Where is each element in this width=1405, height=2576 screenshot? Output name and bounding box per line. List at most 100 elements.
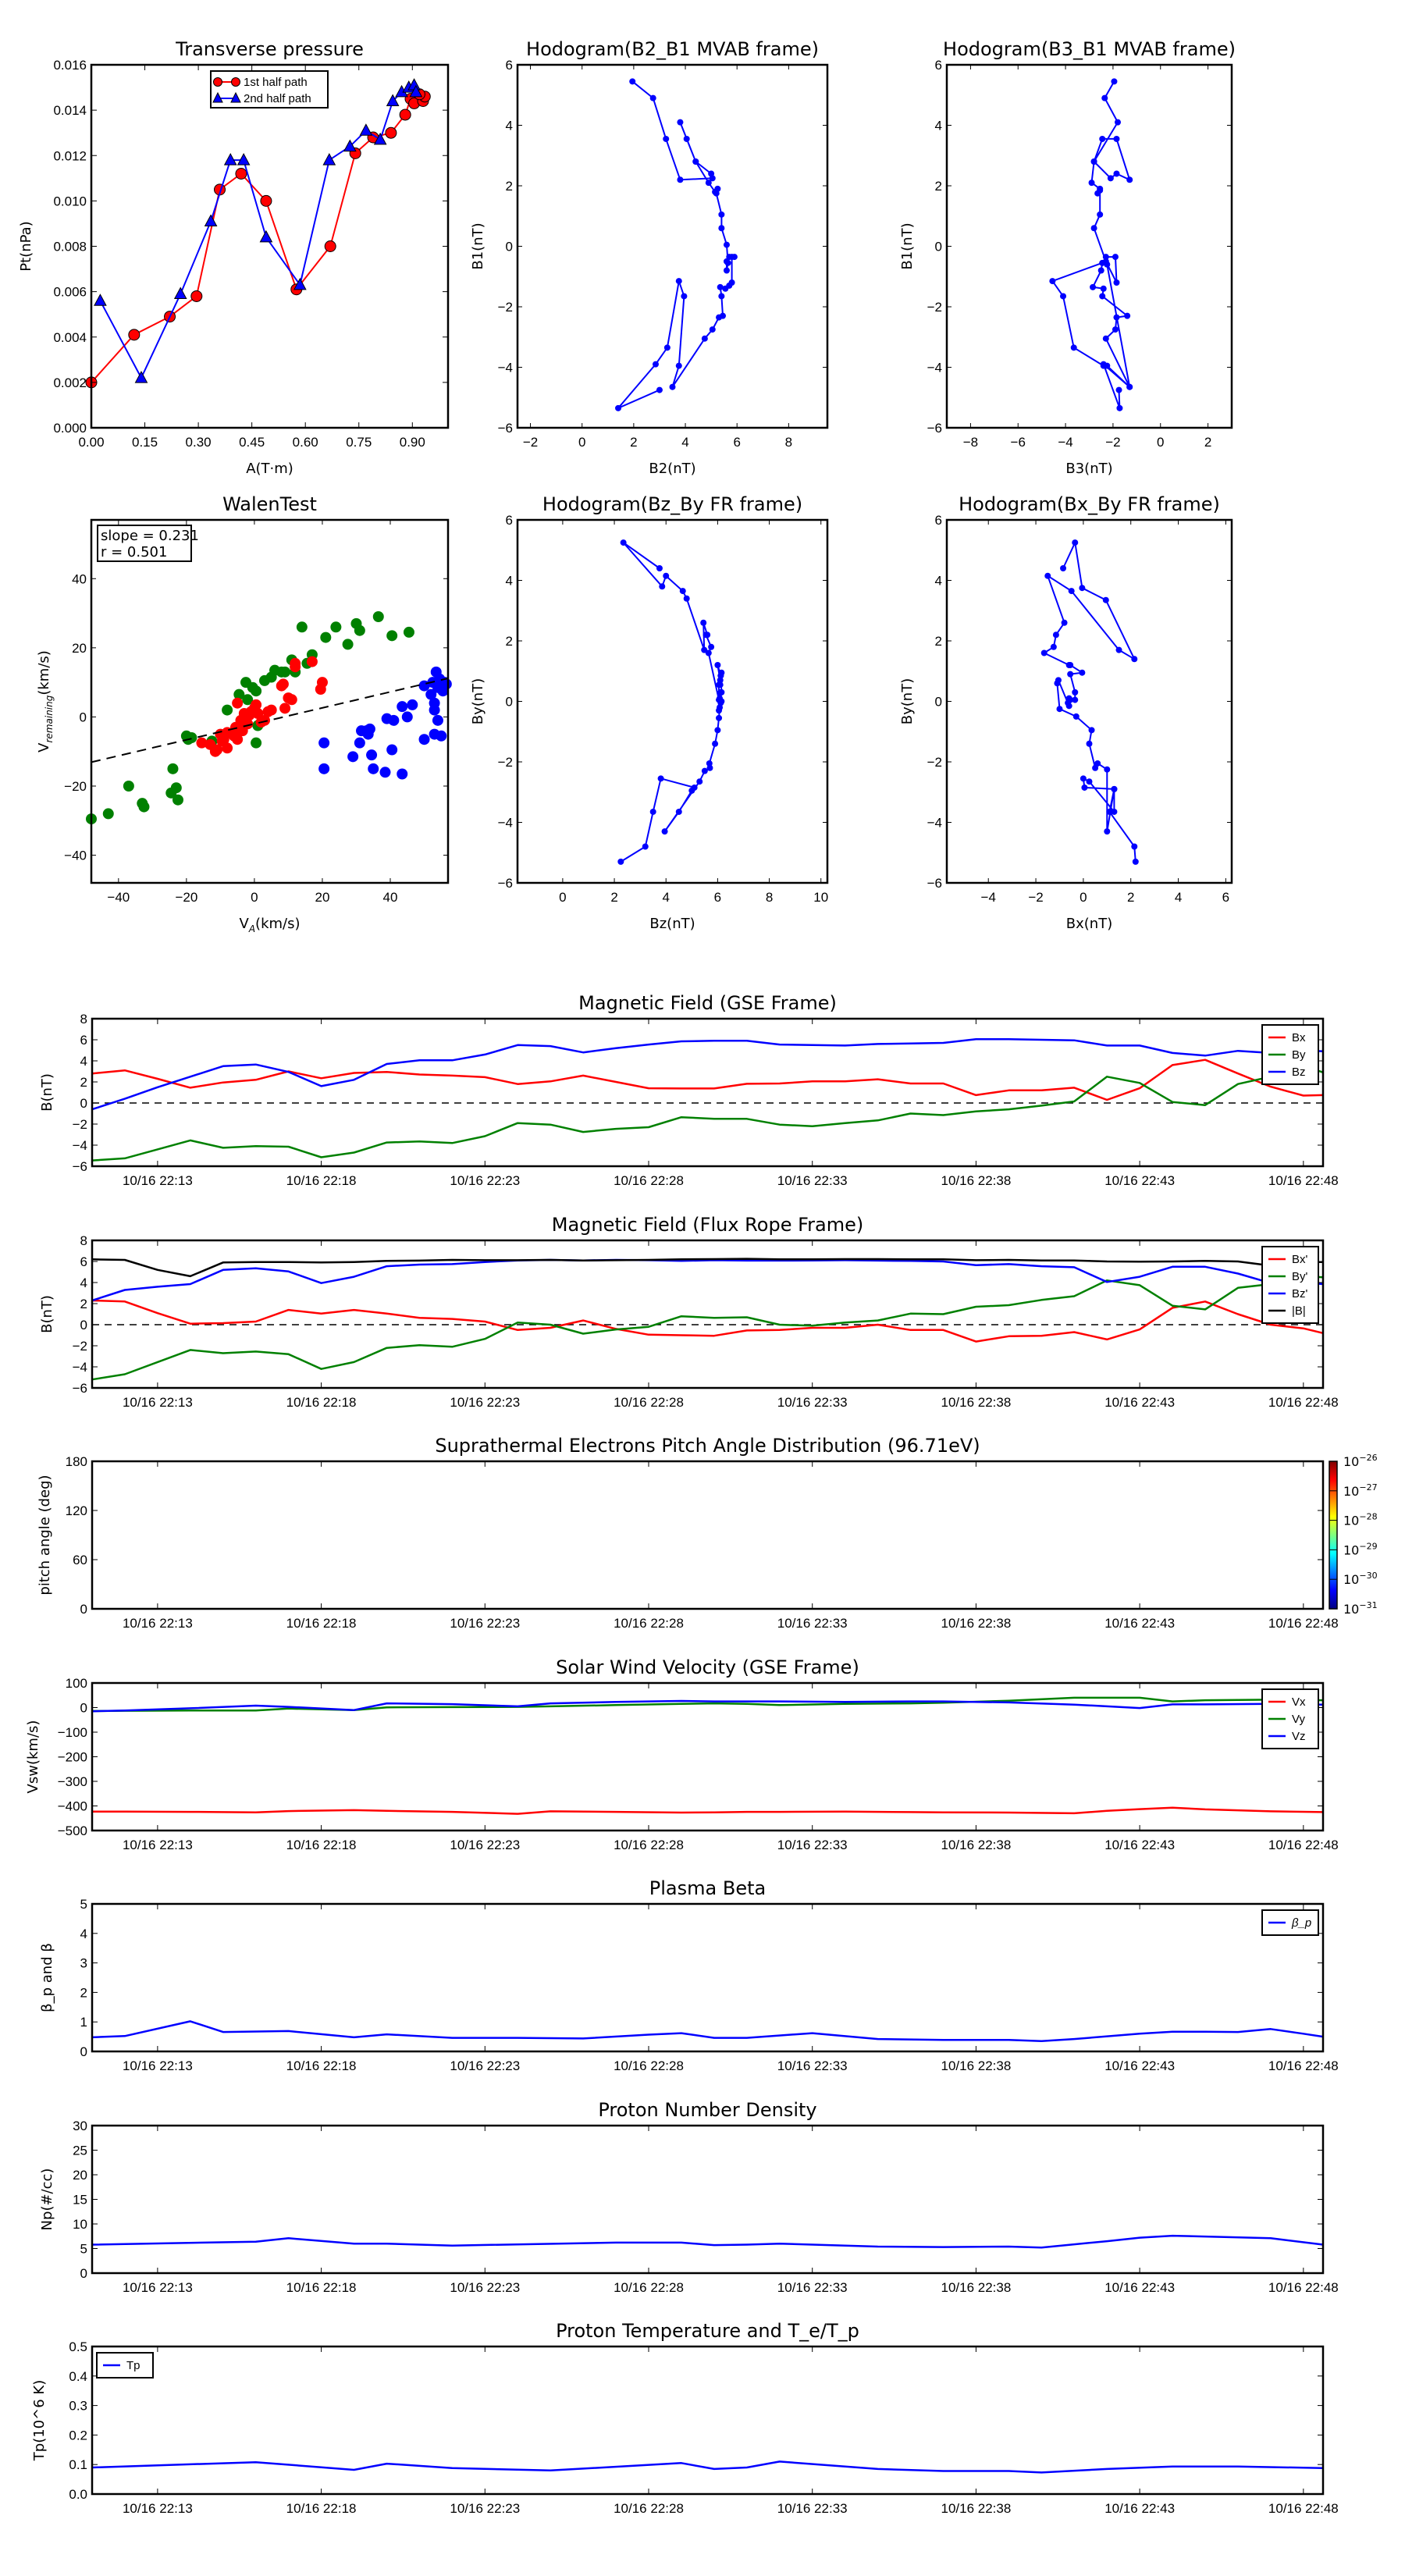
data-point <box>1040 649 1048 656</box>
trace-line <box>617 80 735 409</box>
axes-frame <box>90 518 450 884</box>
x-tick-label: 10/16 22:33 <box>777 1395 848 1410</box>
data-point <box>1115 646 1122 653</box>
data-point <box>709 326 716 333</box>
data-point <box>724 259 731 266</box>
x-tick-label: 10/16 22:43 <box>1104 1173 1175 1188</box>
colorbar-tick-label: 10−31 <box>1343 1600 1378 1617</box>
axes-frame <box>945 63 1233 429</box>
data-point <box>1116 404 1123 411</box>
data-point <box>233 688 245 700</box>
x-tick-label: 0 <box>251 890 258 905</box>
y-tick-label: 5 <box>80 2242 87 2257</box>
x-tick-label: −8 <box>963 435 978 450</box>
x-tick-label: 10/16 22:38 <box>941 2280 1012 2295</box>
x-axis-label: B2(nT) <box>649 461 695 477</box>
y-axis-label: Vsw(km/s) <box>25 1720 41 1794</box>
data-point <box>704 632 711 639</box>
data-point <box>723 267 730 274</box>
data-point <box>388 714 400 726</box>
y-tick-label: −6 <box>498 876 513 891</box>
data-point <box>714 662 721 668</box>
data-point <box>277 678 289 690</box>
data-point <box>1104 766 1111 773</box>
x-tick-label: 10/16 22:18 <box>286 1173 357 1188</box>
y-tick-label: 2 <box>935 179 942 194</box>
data-point <box>418 734 430 745</box>
data-point <box>718 293 725 300</box>
data-point <box>1100 285 1107 292</box>
y-tick-label: −6 <box>927 876 942 891</box>
hodogram-bx-by-chart: Hodogram(Bx_By FR frame) −6 −4 −2 0 2 4 6 −4 −2 0 2… <box>899 493 1233 932</box>
data-point <box>330 621 342 633</box>
data-point <box>1111 785 1118 792</box>
chart-title: Plasma Beta <box>649 1877 766 1899</box>
data-point <box>1052 632 1059 639</box>
data-point <box>700 619 707 626</box>
legend-label: By <box>1292 1048 1306 1062</box>
data-point <box>1102 254 1109 261</box>
x-tick-label: 2 <box>610 890 617 905</box>
legend-label: Tp <box>126 2359 140 2372</box>
chart-title: WalenTest <box>222 493 317 515</box>
y-tick-label: −6 <box>498 421 513 436</box>
y-tick-label: 6 <box>506 58 513 73</box>
x-tick-label: 10/16 22:33 <box>777 1838 848 1852</box>
data-point <box>1065 699 1072 706</box>
x-tick-label: −6 <box>1011 435 1026 450</box>
data-point <box>232 697 244 709</box>
x-tick-label: −4 <box>1058 435 1072 450</box>
pitch-angle-chart: Suprathermal Electrons Pitch Angle Distr… <box>37 1435 1339 1631</box>
data-point <box>1088 727 1095 734</box>
data-point <box>1044 572 1051 579</box>
axes-frame <box>91 1902 1325 2053</box>
y-tick-label: 20 <box>72 641 87 656</box>
x-tick-label: 10/16 22:23 <box>450 2501 520 2516</box>
data-point <box>354 737 365 749</box>
x-tick-label: 10/16 22:43 <box>1104 1838 1175 1852</box>
x-tick-label: 10/16 22:13 <box>123 2058 193 2073</box>
hodogram-bz-by-chart: Hodogram(Bz_By FR frame) −6 −4 −2 0 2 4 6 0 2 4 6 8 1… <box>470 493 829 932</box>
x-tick-label: 10/16 22:18 <box>286 2280 357 2295</box>
x-axis-label: B3(nT) <box>1065 461 1112 477</box>
series-Np-line <box>91 2234 1324 2249</box>
y-tick-label: 120 <box>66 1503 87 1518</box>
legend-box <box>1261 1246 1319 1324</box>
data-point <box>692 158 699 165</box>
legend: 1st half path 2nd half path <box>210 70 329 109</box>
legend-label: Vy <box>1292 1713 1305 1726</box>
plasma-beta-chart: Plasma Beta 0 1 2 3 4 5 10/16 22:13 10/16 22:18 1… <box>39 1877 1339 2073</box>
x-tick-label: 10/16 22:38 <box>941 1838 1012 1852</box>
data-point <box>615 404 622 411</box>
y-axis-label: B1(nT) <box>899 222 916 269</box>
y-tick-label: 0.006 <box>53 285 87 300</box>
data-point <box>403 626 414 638</box>
x-tick-label: 10/16 22:18 <box>286 1838 357 1852</box>
data-point <box>683 595 690 602</box>
y-axis-label: By(nT) <box>899 678 916 724</box>
y-tick-label: −4 <box>498 816 513 831</box>
y-tick-label: −4 <box>73 1138 87 1153</box>
data-point <box>714 727 721 734</box>
y-tick-label: 0 <box>80 710 87 724</box>
colorbar-gradient <box>1329 1461 1338 1610</box>
y-tick-label: 0 <box>935 695 942 710</box>
data-point <box>1060 293 1067 300</box>
y-tick-label: 30 <box>73 2119 87 2133</box>
data-point <box>1068 588 1075 595</box>
x-tick-label: 10/16 22:33 <box>777 2280 848 2295</box>
hodogram-trace <box>1049 78 1133 411</box>
y-tick-label: −2 <box>73 1339 87 1354</box>
data-point <box>222 742 233 754</box>
data-point <box>386 744 398 756</box>
solar-wind-velocity-chart: Solar Wind Velocity (GSE Frame) −500 −400 −… <box>25 1656 1339 1852</box>
y-tick-label: 0 <box>935 240 942 254</box>
y-tick-label: 0 <box>80 2266 87 2281</box>
data-point <box>1101 94 1108 101</box>
y-tick-label: −2 <box>498 300 513 315</box>
y-tick-label: 0.016 <box>53 58 87 73</box>
slope-text: slope = 0.231 <box>101 528 199 544</box>
chart-title: Solar Wind Velocity (GSE Frame) <box>556 1656 859 1678</box>
data-point <box>222 704 233 716</box>
data-point <box>1099 135 1106 142</box>
